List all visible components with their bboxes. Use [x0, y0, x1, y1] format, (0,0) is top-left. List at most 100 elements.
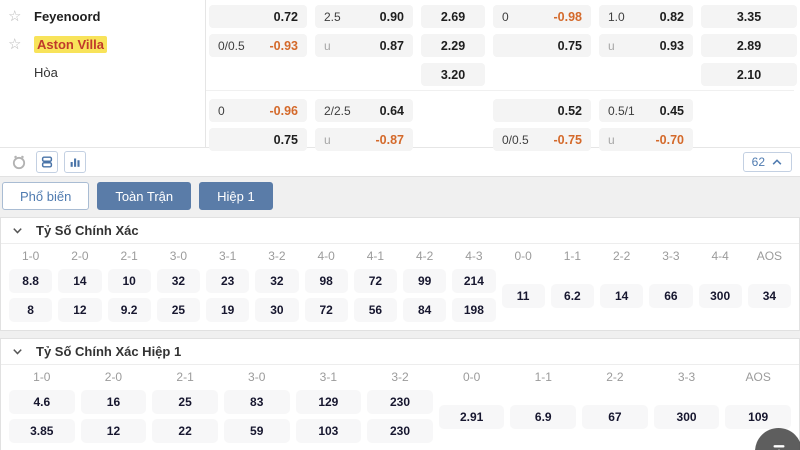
score-odds-cell[interactable]: 3.85 — [9, 419, 75, 443]
score-odds-cell[interactable]: 14 — [58, 269, 102, 293]
odds-value: 0.82 — [659, 9, 684, 24]
odds-cell[interactable]: 0.75 — [493, 34, 591, 57]
odds-cell[interactable]: 2.10 — [701, 63, 797, 86]
market-count: 62 — [751, 155, 765, 169]
correct-score-panel: Tỷ Số Chính Xác 1-0 2-0 2-1 3-0 3-1 3-2 4-0 4-1… — [0, 217, 800, 331]
score-odds-cell[interactable]: 198 — [452, 298, 496, 322]
score-odds-cell[interactable]: 30 — [255, 298, 299, 322]
odds-cell[interactable]: u 0.87 — [315, 34, 413, 57]
correct-score-grid-half1: 1-0 2-0 2-1 3-0 3-1 3-2 0-0 1-1 2-2 3-3 AOS 4.6 16 25… — [1, 365, 799, 450]
score-odds-cell[interactable]: 59 — [223, 419, 290, 443]
odds-cell[interactable]: 3.20 — [421, 63, 485, 86]
score-odds-cell[interactable]: 9.2 — [107, 298, 151, 322]
score-odds-cell[interactable]: 23 — [206, 269, 250, 293]
score-odds-cell[interactable]: 4.6 — [9, 390, 75, 414]
score-odds-cell[interactable]: 10 — [107, 269, 151, 293]
score-odds-cell[interactable]: 98 — [304, 269, 348, 293]
odds-value: 3.35 — [736, 9, 762, 24]
odds-cell[interactable]: 0.75 — [209, 128, 307, 151]
odds-cell[interactable]: 3.35 — [701, 5, 797, 28]
score-odds-cell[interactable]: 72 — [353, 269, 397, 293]
score-column-label: 3-2 — [391, 370, 409, 384]
score-column-label: 3-3 — [662, 249, 680, 263]
score-odds-cell[interactable]: 12 — [80, 419, 147, 443]
odds-cell[interactable]: 1.0 0.82 — [599, 5, 693, 28]
score-odds-cell[interactable]: 25 — [156, 298, 200, 322]
market-count-button[interactable]: 62 — [742, 152, 792, 172]
team-name-home: Feyenoord — [34, 8, 101, 24]
chevron-up-icon — [772, 159, 782, 165]
odds-cell[interactable]: 2.69 — [421, 5, 485, 28]
score-odds-cell[interactable]: 12 — [58, 298, 102, 322]
score-odds-cell[interactable]: 6.2 — [550, 283, 594, 308]
score-column-label: 3-2 — [268, 249, 286, 263]
tab-toan-tran[interactable]: Toàn Trận — [97, 182, 192, 210]
correct-score-grid-fulltime: 1-0 2-0 2-1 3-0 3-1 3-2 4-0 4-1 4-2 4-3 0-0 1-1 2-2 3… — [1, 244, 799, 330]
odds-cell[interactable]: u -0.70 — [599, 128, 693, 151]
score-odds-cell[interactable]: 6.9 — [510, 404, 577, 429]
score-odds-cell[interactable]: 34 — [747, 283, 791, 308]
odds-grid-group2: 0 -0.96 2/2.5 0.64 0.52 0.5/1 0.45 0.75 u -0.87 0/… — [209, 99, 797, 151]
score-odds-cell[interactable]: 66 — [649, 283, 693, 308]
odds-cell[interactable]: 0.52 — [493, 99, 591, 122]
score-odds-cell[interactable]: 67 — [582, 404, 648, 429]
odds-cell[interactable]: 2/2.5 0.64 — [315, 99, 413, 122]
odds-cell[interactable]: 2.5 0.90 — [315, 5, 413, 28]
handicap-label: u — [608, 38, 615, 53]
tab-pho-bien[interactable]: Phổ biến — [2, 182, 90, 210]
chevron-down-icon[interactable] — [11, 224, 24, 237]
odds-cell[interactable]: 0.5/1 0.45 — [599, 99, 693, 122]
odds-value: 3.20 — [440, 67, 466, 82]
tab-hiep-1[interactable]: Hiệp 1 — [199, 182, 273, 210]
odds-cell[interactable]: u 0.93 — [599, 34, 693, 57]
score-odds-cell[interactable]: 83 — [223, 390, 290, 414]
score-odds-cell[interactable]: 32 — [255, 269, 299, 293]
score-odds-cell[interactable]: 32 — [156, 269, 200, 293]
score-odds-cell[interactable]: 99 — [403, 269, 447, 293]
odds-cell[interactable]: 0 -0.96 — [209, 99, 307, 122]
odds-cell-empty — [209, 63, 307, 86]
odds-cell[interactable]: 0/0.5 -0.75 — [493, 128, 591, 151]
score-odds-cell[interactable]: 214 — [452, 269, 496, 293]
odds-cell[interactable]: 0.72 — [209, 5, 307, 28]
chevron-down-icon[interactable] — [11, 345, 24, 358]
favorite-star-icon[interactable]: ☆ — [8, 36, 22, 53]
favorite-star-icon[interactable]: ☆ — [8, 8, 22, 25]
score-odds-cell[interactable]: 300 — [653, 404, 720, 429]
score-odds-cell[interactable]: 14 — [600, 283, 644, 308]
score-column-label: 1-0 — [21, 249, 40, 263]
odds-cell[interactable]: 2.29 — [421, 34, 485, 57]
team-row-draw: ☆ Hòa — [0, 58, 205, 86]
scroll-to-top-button[interactable] — [755, 428, 800, 450]
score-odds-cell[interactable]: 8.8 — [9, 269, 53, 293]
score-odds-cell[interactable]: 8 — [9, 298, 53, 322]
bar-chart-icon[interactable] — [64, 151, 86, 173]
score-odds-cell[interactable]: 84 — [403, 298, 447, 322]
odds-cell[interactable]: 0/0.5 -0.93 — [209, 34, 307, 57]
score-odds-cell[interactable]: 11 — [501, 283, 545, 308]
score-odds-cell[interactable]: 56 — [353, 298, 397, 322]
odds-cell-empty — [599, 63, 693, 86]
score-column-label: 1-0 — [33, 370, 51, 384]
score-odds-cell[interactable]: 230 — [367, 390, 433, 414]
score-odds-cell[interactable]: 25 — [152, 390, 218, 414]
odds-value: -0.75 — [553, 132, 583, 147]
odds-cell[interactable]: u -0.87 — [315, 128, 413, 151]
score-column-label: AOS — [745, 370, 771, 384]
score-odds-cell[interactable]: 16 — [80, 390, 147, 414]
score-odds-cell[interactable]: 109 — [725, 404, 791, 429]
score-odds-cell[interactable]: 129 — [295, 390, 362, 414]
handicap-label: 0 — [502, 9, 509, 24]
handicap-label: u — [608, 132, 615, 147]
score-odds-cell[interactable]: 22 — [152, 419, 218, 443]
score-odds-cell[interactable]: 103 — [295, 419, 362, 443]
rows-icon[interactable] — [36, 151, 58, 173]
score-odds-cell[interactable]: 19 — [206, 298, 250, 322]
odds-cell[interactable]: 2.89 — [701, 34, 797, 57]
score-odds-cell[interactable]: 72 — [304, 298, 348, 322]
score-odds-cell[interactable]: 230 — [367, 419, 433, 443]
score-odds-cell[interactable]: 2.91 — [438, 404, 505, 429]
odds-cell[interactable]: 0 -0.98 — [493, 5, 591, 28]
stopwatch-icon[interactable] — [8, 151, 30, 173]
score-odds-cell[interactable]: 300 — [698, 283, 742, 308]
